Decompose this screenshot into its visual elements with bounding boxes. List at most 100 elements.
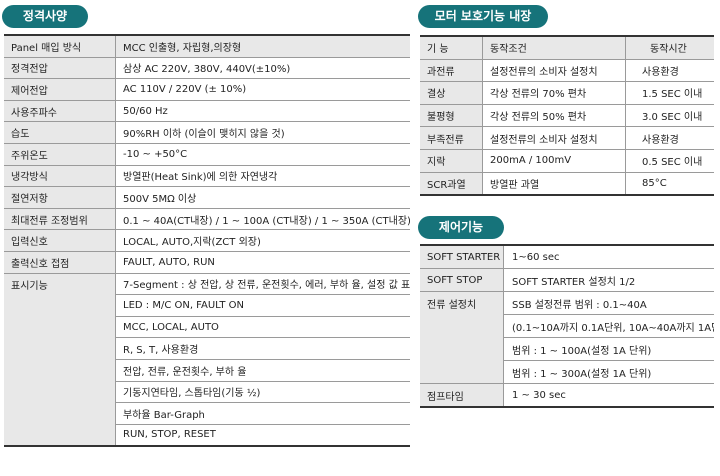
column-header: 동작조건 — [482, 34, 626, 60]
control-label — [420, 360, 504, 384]
protection-time: 사용환경 — [625, 59, 714, 83]
table-row: MCC, LOCAL, AUTO — [4, 316, 410, 339]
protection-condition: 설정전류의 소비자 설정치 — [482, 59, 626, 83]
protection-function: SCR과열 — [420, 172, 483, 197]
table-row: (0.1~10A까지 0.1A단위, 10A~40A까지 1A단위) — [420, 314, 714, 338]
table-row: 범위 : 1 ~ 100A(설정 1A 단위) — [420, 337, 714, 361]
spec-label: 습도 — [4, 121, 116, 144]
table-row: 습도 90%RH 이하 (이슬이 맺히지 않을 것) — [4, 121, 410, 144]
table-row: 범위 : 1 ~ 300A(설정 1A 단위) — [420, 360, 714, 384]
protection-time: 0.5 SEC 이내 — [625, 149, 714, 173]
spec-label: 절연저항 — [4, 186, 116, 209]
table-row: 지락 200mA / 100mV 0.5 SEC 이내 — [420, 149, 714, 173]
protection-time: 85°C — [625, 172, 714, 197]
spec-value: AC 110V / 220V (± 10%) — [115, 78, 410, 101]
table-row: 정격전압 삼상 AC 220V, 380V, 440V(±10%) — [4, 57, 410, 80]
control-label — [420, 314, 504, 338]
table-header-row: 기 능 동작조건 동작시간 — [420, 34, 714, 60]
spec-label — [4, 381, 116, 403]
control-label: SOFT STARTER — [420, 244, 504, 269]
protection-time: 3.0 SEC 이내 — [625, 104, 714, 128]
table-row: 결상 각상 전류의 70% 편차 1.5 SEC 이내 — [420, 81, 714, 105]
spec-label: 냉각방식 — [4, 165, 116, 188]
table-row: 냉각방식 방열판(Heat Sink)에 의한 자연냉각 — [4, 165, 410, 188]
table-row: 전압, 전류, 운전횟수, 부하 율 — [4, 359, 410, 382]
spec-label: 출력신호 접점 — [4, 251, 116, 274]
spec-value: 90%RH 이하 (이슬이 맺히지 않을 것) — [115, 121, 410, 144]
table-row: RUN, STOP, RESET — [4, 424, 410, 448]
spec-label: 주위온도 — [4, 143, 116, 166]
protection-table: 기 능 동작조건 동작시간 과전류 설정전류의 소비자 설정치 사용환경 결상 … — [420, 34, 714, 197]
control-label: 전류 설정치 — [420, 291, 504, 315]
spec-value: 전압, 전류, 운전횟수, 부하 율 — [115, 359, 410, 382]
spec-value: LOCAL, AUTO,지락(ZCT 외장) — [115, 229, 410, 252]
spec-value: -10 ~ +50°C — [115, 143, 410, 166]
control-label: SOFT STOP — [420, 268, 504, 292]
table-row: 절연저항 500V 5MΩ 이상 — [4, 186, 410, 209]
spec-label — [4, 359, 116, 381]
spec-label: Panel 매입 방식 — [4, 33, 116, 58]
table-row: 주위온도 -10 ~ +50°C — [4, 143, 410, 166]
table-row: SOFT STOP SOFT STARTER 설정치 1/2 — [420, 268, 714, 292]
table-row: Panel 매입 방식 MCC 인출형, 자립형,의장형 — [4, 33, 410, 58]
table-row: 불평형 각상 전류의 50% 편차 3.0 SEC 이내 — [420, 104, 714, 128]
control-value: SOFT STARTER 설정치 1/2 — [503, 268, 714, 292]
control-label — [420, 337, 504, 361]
spec-value: 기동지연타임, 스톱타임(기동 ½) — [115, 381, 410, 404]
spec-label — [4, 316, 116, 338]
table-row: 최대전류 조정범위 0.1 ~ 40A(CT내장) / 1 ~ 100A (CT… — [4, 208, 410, 231]
protection-condition: 설정전류의 소비자 설정치 — [482, 126, 626, 150]
protection-function: 지락 — [420, 149, 483, 173]
control-value: (0.1~10A까지 0.1A단위, 10A~40A까지 1A단위) — [503, 314, 714, 338]
spec-value: RUN, STOP, RESET — [115, 424, 410, 448]
spec-label: 입력신호 — [4, 229, 116, 252]
table-row: R, S, T, 사용환경 — [4, 337, 410, 360]
protection-time: 1.5 SEC 이내 — [625, 81, 714, 105]
table-row: 부족전류 설정전류의 소비자 설정치 사용환경 — [420, 126, 714, 150]
control-section-title: 제어기능 — [418, 216, 504, 239]
spec-value: R, S, T, 사용환경 — [115, 337, 410, 360]
spec-value: 0.1 ~ 40A(CT내장) / 1 ~ 100A (CT내장) / 1 ~ … — [115, 208, 410, 231]
spec-value: 50/60 Hz — [115, 100, 410, 123]
spec-section-title: 정격사양 — [2, 5, 88, 28]
spec-label — [4, 337, 116, 360]
spec-value: 삼상 AC 220V, 380V, 440V(±10%) — [115, 57, 410, 80]
spec-table: Panel 매입 방식 MCC 인출형, 자립형,의장형 정격전압 삼상 AC … — [4, 33, 410, 448]
table-row: 입력신호 LOCAL, AUTO,지락(ZCT 외장) — [4, 229, 410, 252]
spec-label — [4, 424, 116, 448]
spec-value: 방열판(Heat Sink)에 의한 자연냉각 — [115, 165, 410, 188]
spec-value: 500V 5MΩ 이상 — [115, 186, 410, 209]
table-row: 전류 설정치 SSB 설정전류 범위 : 0.1~40A — [420, 291, 714, 315]
protection-function: 결상 — [420, 81, 483, 105]
table-row: 기동지연타임, 스톱타임(기동 ½) — [4, 381, 410, 404]
table-row: 과전류 설정전류의 소비자 설정치 사용환경 — [420, 59, 714, 83]
table-row: 표시기능 7-Segment : 상 전압, 상 전류, 운전횟수, 에러, 부… — [4, 273, 410, 296]
spec-value: MCC, LOCAL, AUTO — [115, 316, 410, 339]
spec-value: 7-Segment : 상 전압, 상 전류, 운전횟수, 에러, 부하 율, … — [115, 273, 410, 296]
table-row: 점프타임 1 ~ 30 sec — [420, 383, 714, 408]
protection-condition: 방열판 과열 — [482, 172, 626, 197]
control-value: 1 ~ 30 sec — [503, 383, 714, 408]
control-value: SSB 설정전류 범위 : 0.1~40A — [503, 291, 714, 315]
spec-label: 제어전압 — [4, 78, 116, 101]
spec-value: 부하율 Bar-Graph — [115, 402, 410, 425]
table-row: SCR과열 방열판 과열 85°C — [420, 172, 714, 197]
spec-label: 정격전압 — [4, 57, 116, 80]
spec-label: 사용주파수 — [4, 100, 116, 123]
spec-value: LED : M/C ON, FAULT ON — [115, 294, 410, 317]
control-value: 범위 : 1 ~ 100A(설정 1A 단위) — [503, 337, 714, 361]
spec-label — [4, 402, 116, 425]
protection-function: 불평형 — [420, 104, 483, 128]
table-row: 출력신호 접점 FAULT, AUTO, RUN — [4, 251, 410, 274]
column-header: 동작시간 — [625, 34, 714, 60]
table-row: SOFT STARTER 1~60 sec — [420, 244, 714, 269]
protection-section-title: 모터 보호기능 내장 — [418, 5, 548, 28]
spec-label: 표시기능 — [4, 273, 116, 295]
table-row: 제어전압 AC 110V / 220V (± 10%) — [4, 78, 410, 101]
protection-time: 사용환경 — [625, 126, 714, 150]
control-value: 1~60 sec — [503, 244, 714, 269]
protection-condition: 각상 전류의 70% 편차 — [482, 81, 626, 105]
control-value: 범위 : 1 ~ 300A(설정 1A 단위) — [503, 360, 714, 384]
spec-value: MCC 인출형, 자립형,의장형 — [115, 33, 410, 58]
protection-condition: 각상 전류의 50% 편차 — [482, 104, 626, 128]
